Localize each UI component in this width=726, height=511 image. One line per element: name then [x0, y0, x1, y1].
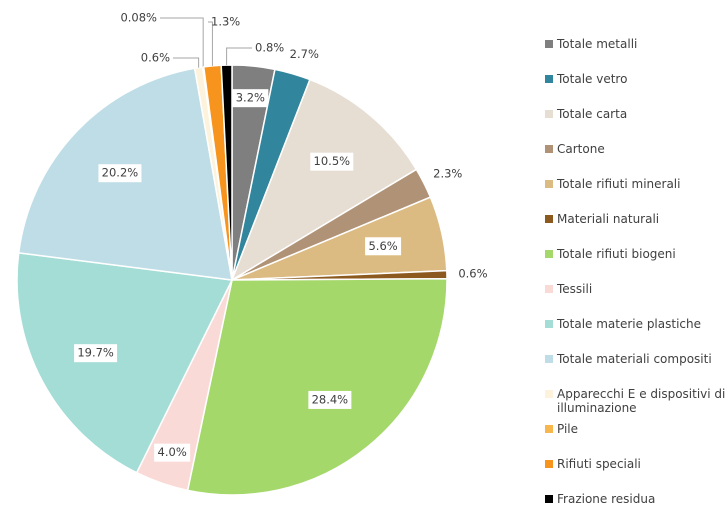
legend-swatch: [545, 390, 553, 398]
legend-label: Totale carta: [557, 107, 628, 121]
legend-swatch: [545, 460, 553, 468]
pie-area: 3.2% 2.7% 10.5% 2.3% 5.6% 0.6% 28.4% 4.0% 19.7% 2…: [16, 11, 488, 496]
data-label: 19.7%: [77, 346, 114, 360]
legend-label: Totale metalli: [557, 37, 638, 51]
legend-label: Frazione residua: [557, 492, 656, 506]
legend-swatch: [545, 180, 553, 188]
data-label: 1.3%: [211, 15, 240, 29]
legend-swatch: [545, 75, 553, 83]
legend-label: Totale vetro: [557, 72, 628, 86]
label-box: [365, 237, 402, 256]
data-label: 10.5%: [314, 154, 351, 168]
legend: Totale metalli Totale vetro Totale carta Ca…: [545, 0, 726, 511]
leader-line: [160, 17, 204, 67]
data-label: 0.8%: [255, 41, 284, 55]
leader-line: [173, 57, 200, 68]
data-label: 2.7%: [290, 47, 319, 61]
data-label: 28.4%: [312, 392, 349, 406]
legend-swatch: [545, 40, 553, 48]
legend-item: Cartone: [545, 142, 726, 156]
data-label: 20.2%: [102, 166, 139, 180]
legend-item: Pile: [545, 422, 726, 436]
legend-swatch: [545, 355, 553, 363]
pie-slice: [230, 78, 418, 282]
legend-item: Totale vetro: [545, 72, 726, 86]
legend-swatch: [545, 215, 553, 223]
label-box: [232, 89, 269, 108]
pie-slice: [186, 277, 448, 496]
legend-label: Apparecchi E e dispositivi di illuminazi…: [557, 387, 726, 415]
legend-swatch: [545, 320, 553, 328]
pie-slice: [220, 64, 233, 281]
data-label: 3.2%: [236, 91, 265, 105]
leader-line: [208, 21, 213, 66]
legend-swatch: [545, 110, 553, 118]
legend-label: Rifiuti speciali: [557, 457, 641, 471]
data-label: 4.0%: [158, 445, 187, 459]
data-label: 2.3%: [433, 167, 462, 181]
legend-item: Materiali naturali: [545, 212, 726, 226]
legend-item: Totale rifiuti minerali: [545, 177, 726, 191]
legend-swatch: [545, 495, 553, 503]
legend-label: Totale rifiuti minerali: [557, 177, 681, 191]
legend-label: Materiali naturali: [557, 212, 660, 226]
legend-label: Pile: [557, 422, 579, 436]
legend-label: Totale materiali compositi: [557, 352, 712, 366]
legend-item: Totale materiali compositi: [545, 352, 726, 366]
label-box: [74, 344, 118, 363]
legend-swatch: [545, 250, 553, 258]
legend-label: Tessili: [557, 282, 593, 296]
leader-line: [226, 47, 252, 66]
data-label: 0.6%: [458, 267, 487, 281]
label-box: [308, 390, 352, 409]
label-box: [154, 443, 191, 462]
legend-label: Totale materie plastiche: [557, 317, 701, 331]
legend-swatch: [545, 285, 553, 293]
data-label: 0.6%: [141, 51, 170, 65]
legend-item: Frazione residua: [545, 492, 726, 506]
label-box: [98, 164, 142, 183]
legend-label: Cartone: [557, 142, 605, 156]
legend-item: Tessili: [545, 282, 726, 296]
legend-item: Rifiuti speciali: [545, 457, 726, 471]
legend-item: Totale carta: [545, 107, 726, 121]
legend-item: Totale rifiuti biogeni: [545, 247, 726, 261]
pie-slice: [16, 252, 234, 474]
label-box: [310, 152, 354, 171]
legend-swatch: [545, 145, 553, 153]
legend-item: Totale metalli: [545, 37, 726, 51]
legend-item: Apparecchi E e dispositivi di illuminazi…: [545, 387, 726, 415]
data-label: 0.08%: [120, 11, 157, 25]
legend-item: Totale materie plastiche: [545, 317, 726, 331]
legend-swatch: [545, 425, 553, 433]
data-label: 5.6%: [368, 239, 397, 253]
legend-label: Totale rifiuti biogeni: [557, 247, 676, 261]
